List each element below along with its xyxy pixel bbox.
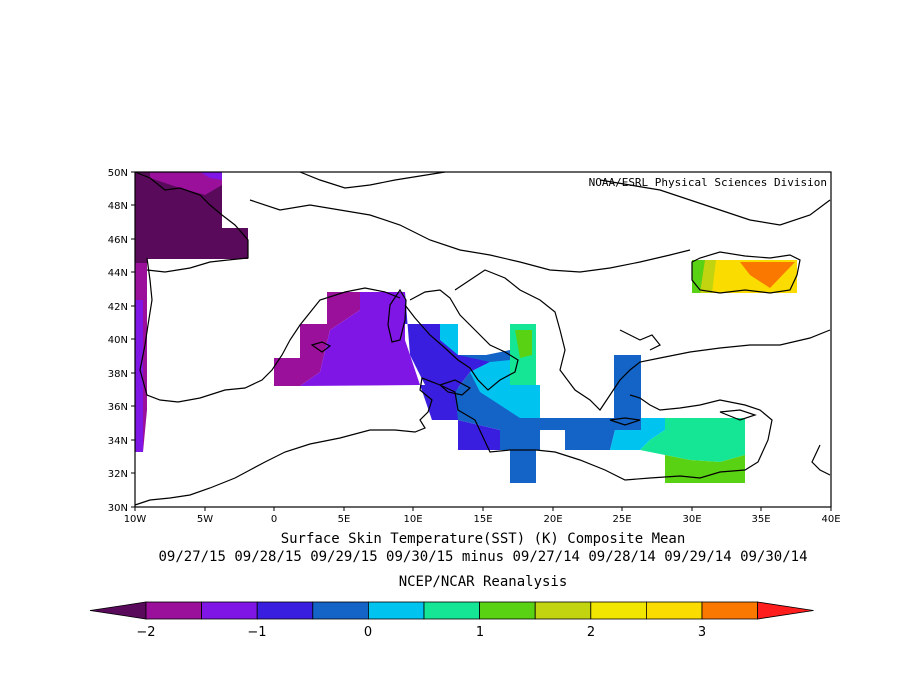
shade-adriatic-peak xyxy=(515,330,532,358)
lat-label: 42N xyxy=(108,302,128,313)
colorbar-swatch xyxy=(256,601,314,620)
colorbar-label: 1 xyxy=(476,625,484,640)
lon-label: 15E xyxy=(473,514,492,525)
lat-label: 50N xyxy=(108,168,128,179)
lat-label: 32N xyxy=(108,469,128,480)
lat-label: 34N xyxy=(108,436,128,447)
shade-balearic-east xyxy=(300,292,420,386)
lon-label: 20E xyxy=(543,514,562,525)
colorbar-label: 0 xyxy=(364,625,372,640)
lon-label: 30E xyxy=(682,514,701,525)
colorbar-label: −1 xyxy=(247,625,266,640)
shade-biscay-edge xyxy=(200,172,222,180)
lon-label: 10W xyxy=(124,514,147,525)
colorbar-arrow-low xyxy=(89,601,147,620)
colorbar-swatch xyxy=(590,601,647,620)
dates-caption: 09/27/15 09/28/15 09/29/15 09/30/15 minu… xyxy=(158,549,807,565)
credit-label: NOAA/ESRL Physical Sciences Division xyxy=(589,176,827,189)
colorbar-label: −2 xyxy=(136,625,155,640)
lon-label: 5W xyxy=(197,514,213,525)
colorbar-swatch xyxy=(534,601,592,620)
colorbar-swatch xyxy=(145,601,202,620)
shade-black-sea-west2 xyxy=(700,260,716,293)
colorbar-swatch xyxy=(701,601,758,620)
shade-portugal-coast-edge xyxy=(135,300,143,452)
shade-tunisia-sicily xyxy=(420,385,500,450)
shade-aegean xyxy=(614,355,641,418)
lon-label: 0 xyxy=(271,514,277,525)
source-caption: NCEP/NCAR Reanalysis xyxy=(399,574,568,590)
lon-label: 10E xyxy=(403,514,422,525)
lat-label: 36N xyxy=(108,402,128,413)
anomaly-shading xyxy=(135,172,797,483)
lon-label: 35E xyxy=(751,514,770,525)
colorbar-swatch xyxy=(479,601,536,620)
shade-ionian-light xyxy=(470,360,540,418)
shade-levant-cyan xyxy=(610,418,665,450)
lon-ticks xyxy=(134,507,832,511)
lat-label: 30N xyxy=(108,503,128,514)
colorbar-label: 2 xyxy=(587,625,595,640)
colorbar-arrow-high xyxy=(757,601,814,620)
colorbar-swatch xyxy=(423,601,480,620)
lon-labels: 10W 5W 0 5E 10E 15E 20E 25E 30E 35E 40E xyxy=(124,514,841,525)
colorbar xyxy=(89,601,814,620)
colorbar-swatch xyxy=(367,601,425,620)
shade-balearic-west xyxy=(274,292,360,386)
colorbar-swatch xyxy=(646,601,703,620)
colorbar-labels: −2 −1 0 1 2 3 xyxy=(136,625,706,640)
lat-label: 48N xyxy=(108,201,128,212)
lat-ticks xyxy=(131,171,135,508)
shade-black-sea-peak xyxy=(740,262,795,288)
variable-caption: Surface Skin Temperature(SST) (K) Compos… xyxy=(281,531,686,547)
colorbar-swatch xyxy=(201,601,258,620)
lat-label: 46N xyxy=(108,235,128,246)
shade-biscay-north xyxy=(150,172,222,195)
lat-label: 38N xyxy=(108,369,128,380)
lon-label: 40E xyxy=(821,514,840,525)
shade-levant-west xyxy=(565,418,641,450)
lon-label: 5E xyxy=(338,514,351,525)
lon-label: 25E xyxy=(612,514,631,525)
shade-levant-east xyxy=(640,418,745,462)
shade-central-blue xyxy=(440,324,458,355)
shade-biscay xyxy=(135,172,248,263)
coastlines xyxy=(134,171,831,506)
lat-labels: 30N 32N 34N 36N 38N 40N 42N 44N 46N 48N … xyxy=(108,168,128,514)
colorbar-swatch xyxy=(312,601,369,620)
lat-label: 44N xyxy=(108,268,128,279)
map-panel: 30N 32N 34N 36N 38N 40N 42N 44N 46N 48N … xyxy=(108,168,841,525)
lat-label: 40N xyxy=(108,335,128,346)
colorbar-label: 3 xyxy=(698,625,706,640)
